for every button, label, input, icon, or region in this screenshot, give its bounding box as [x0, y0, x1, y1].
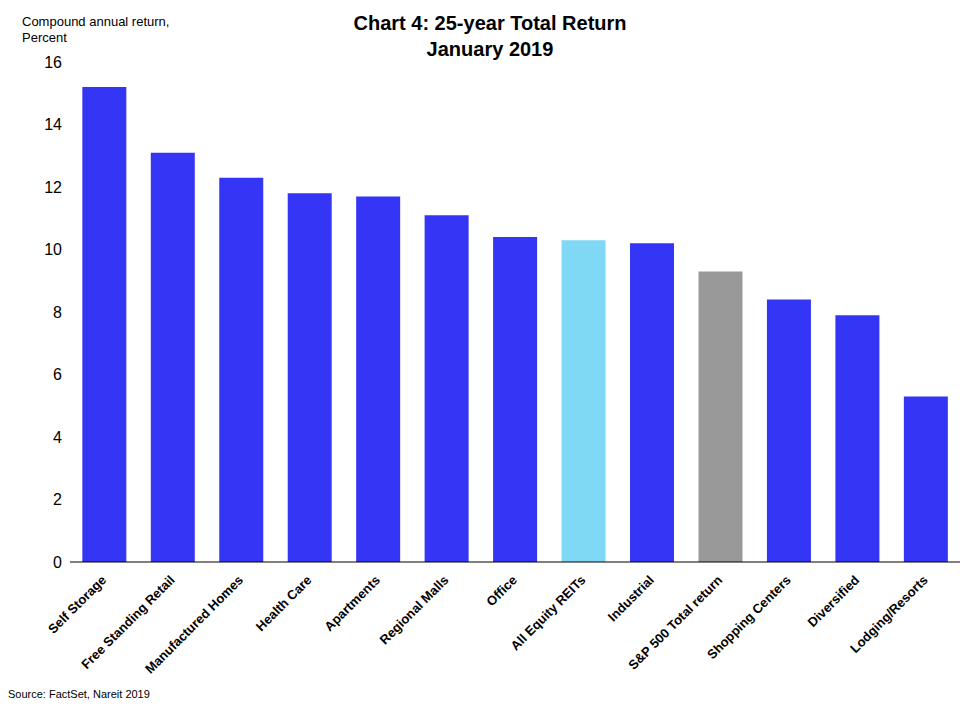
- svg-text:Shopping Centers: Shopping Centers: [704, 572, 794, 662]
- html-text:Chart 4: 25-year Total Return: Chart 4: 25-year Total Return: [353, 12, 627, 34]
- svg-text:12: 12: [44, 179, 62, 196]
- svg-text:Free Standing Retail: Free Standing Retail: [78, 572, 178, 672]
- svg-text:Office: Office: [483, 572, 520, 609]
- svg-text:16: 16: [44, 54, 62, 71]
- svg-text:Regional Malls: Regional Malls: [377, 572, 452, 647]
- svg-text:Lodging/Resorts: Lodging/Resorts: [847, 572, 931, 656]
- svg-text:4: 4: [53, 429, 62, 446]
- svg-text:8: 8: [53, 304, 62, 321]
- svg-text:10: 10: [44, 241, 62, 258]
- html-text:Source: FactSet, Nareit 2019: Source: FactSet, Nareit 2019: [8, 688, 150, 700]
- svg-text:S&P 500 Total return: S&P 500 Total return: [625, 572, 726, 673]
- html-text:Compound annual return, Percen: Compound annual return, Percent: [22, 14, 170, 45]
- svg-text:0: 0: [53, 554, 62, 571]
- svg-text:14: 14: [44, 116, 62, 133]
- svg-text:Manufactured Homes: Manufactured Homes: [142, 572, 246, 676]
- html-text:January 2019: January 2019: [426, 38, 554, 60]
- svg-text:Self Storage: Self Storage: [45, 572, 109, 636]
- svg-text:2: 2: [53, 491, 62, 508]
- svg-text:Industrial: Industrial: [605, 572, 657, 624]
- svg-text:All Equity REITs: All Equity REITs: [507, 572, 588, 653]
- svg-text:Apartments: Apartments: [321, 572, 383, 634]
- svg-text:Health Care: Health Care: [253, 572, 315, 634]
- svg-text:6: 6: [53, 366, 62, 383]
- svg-text:Diversified: Diversified: [805, 572, 863, 630]
